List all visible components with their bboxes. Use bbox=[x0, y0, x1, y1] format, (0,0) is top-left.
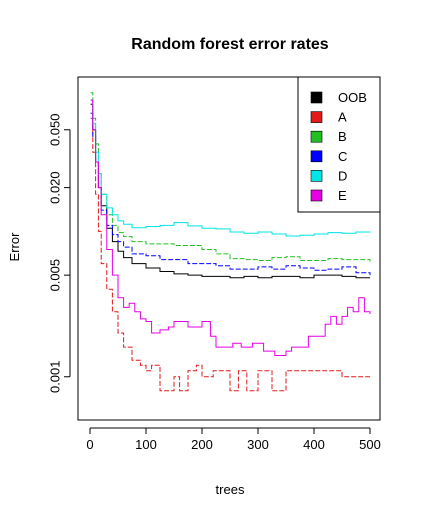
legend-label-b: B bbox=[338, 129, 347, 144]
axes-layer: 0 100 200 300 400 500 0.001 0.005 0.020 0.050 bbox=[47, 113, 380, 452]
x-tick-label: 200 bbox=[191, 437, 213, 452]
legend-label-a: A bbox=[338, 110, 347, 125]
x-axis-label: trees bbox=[216, 482, 245, 497]
y-tick-label: 0.001 bbox=[47, 360, 62, 393]
series-layer bbox=[90, 92, 371, 392]
legend-swatch-d bbox=[310, 170, 323, 182]
legend-swatch-a bbox=[310, 111, 323, 123]
legend-label-d: D bbox=[338, 168, 347, 183]
plot-area-border bbox=[77, 76, 381, 421]
series-line-a bbox=[90, 117, 370, 392]
x-tick-label: 0 bbox=[86, 437, 93, 452]
chart-title: Random forest error rates bbox=[131, 36, 328, 53]
x-tick-label: 400 bbox=[303, 437, 325, 452]
x-tick-label: 300 bbox=[247, 437, 269, 452]
y-tick-label: 0.020 bbox=[47, 171, 62, 204]
legend-label-c: C bbox=[338, 149, 347, 164]
legend-label-oob: OOB bbox=[338, 90, 367, 105]
series-line-e bbox=[90, 99, 371, 356]
y-axis-label: Error bbox=[7, 232, 22, 262]
legend-swatch-b bbox=[310, 130, 323, 143]
legend-swatch-oob bbox=[310, 91, 323, 104]
legend-swatch-e bbox=[310, 189, 323, 202]
y-tick-label: 0.005 bbox=[47, 259, 62, 292]
y-tick-label: 0.050 bbox=[47, 113, 62, 146]
series-line-d bbox=[90, 99, 371, 237]
x-tick-label: 500 bbox=[359, 437, 381, 452]
legend-swatch-c bbox=[310, 150, 323, 163]
x-tick-label: 100 bbox=[135, 437, 157, 452]
legend-label-e: E bbox=[338, 188, 347, 203]
series-line-c bbox=[90, 112, 371, 276]
